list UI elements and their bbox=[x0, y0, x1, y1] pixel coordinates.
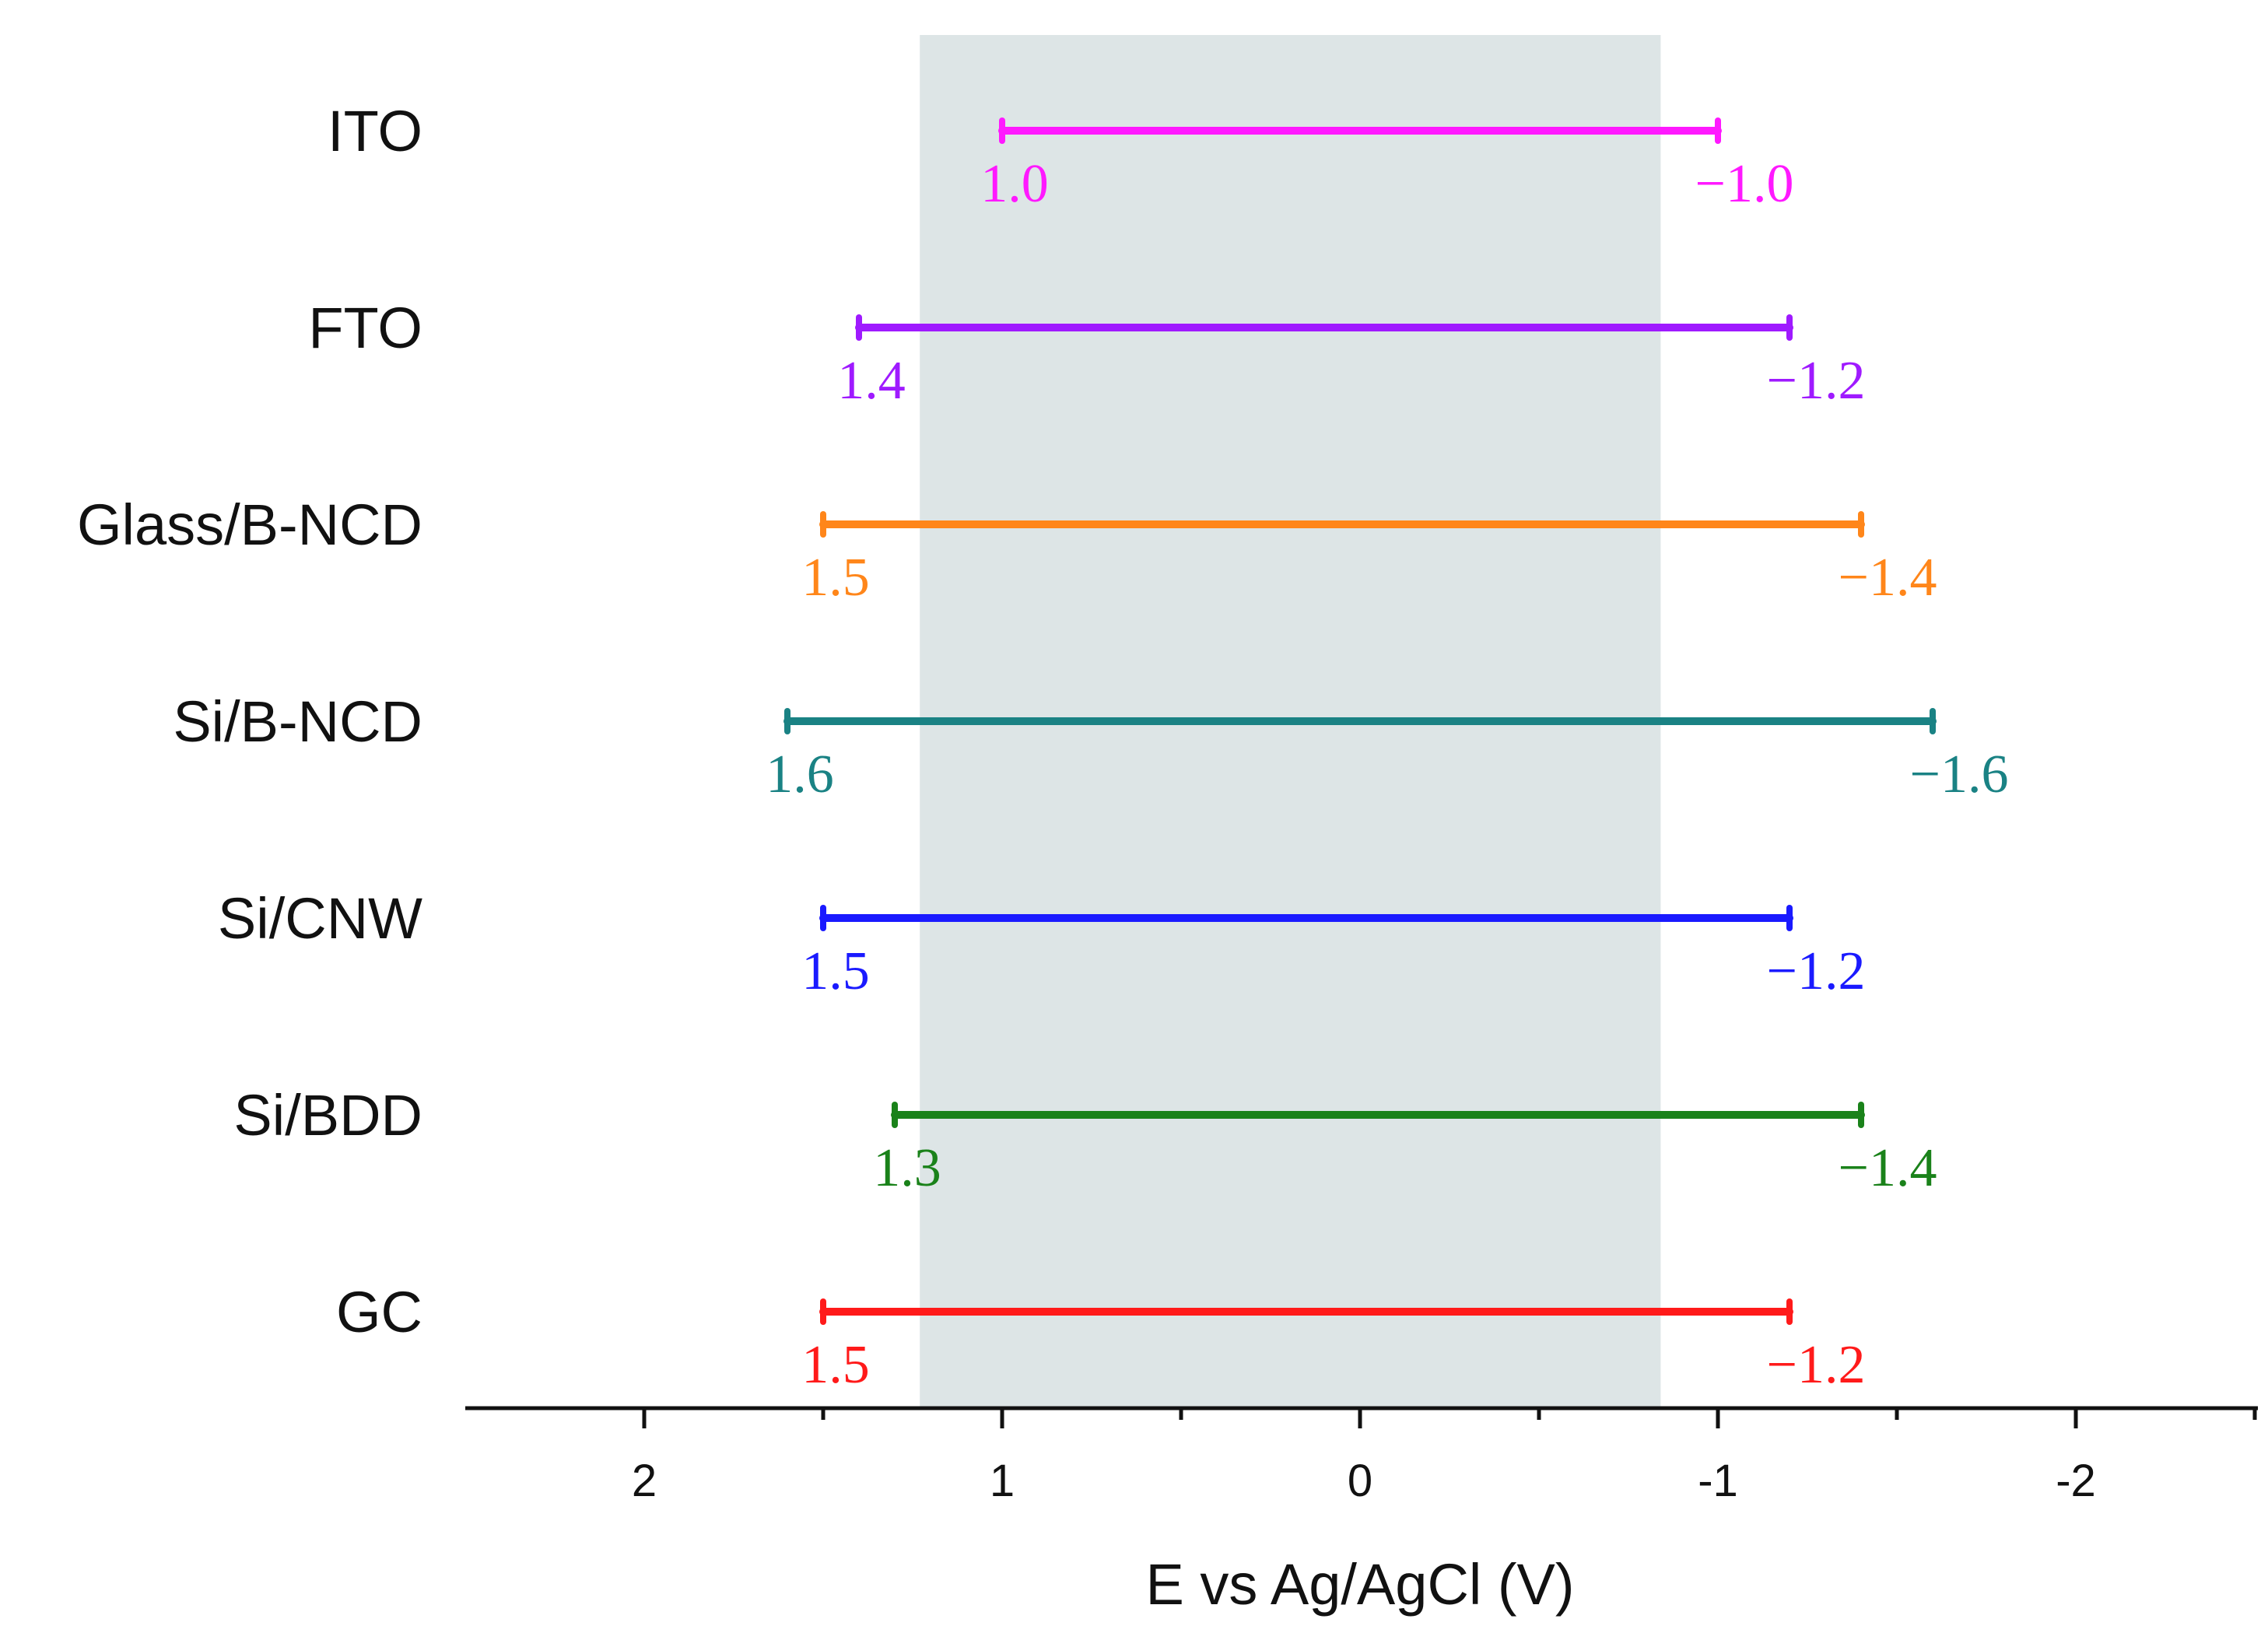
range-row: Si/CNW 1.5 −1.2 bbox=[218, 886, 1866, 1001]
range-row: Si/BDD 1.3 −1.4 bbox=[233, 1083, 1937, 1198]
category-label: Glass/B-NCD bbox=[77, 492, 422, 557]
range-low-label: −1.4 bbox=[1839, 1138, 1937, 1198]
category-label: ITO bbox=[328, 99, 422, 163]
category-label: GC bbox=[336, 1280, 422, 1344]
range-low-label: −1.4 bbox=[1839, 548, 1937, 608]
range-low-label: −1.0 bbox=[1695, 154, 1794, 214]
category-label: Si/CNW bbox=[218, 886, 422, 951]
range-high-label: 1.3 bbox=[873, 1138, 941, 1198]
range-row: FTO 1.4 −1.2 bbox=[308, 296, 1865, 411]
range-row: Glass/B-NCD 1.5 −1.4 bbox=[77, 492, 1937, 608]
tick-label: 0 bbox=[1348, 1456, 1372, 1506]
range-low-label: −1.6 bbox=[1910, 745, 2009, 804]
x-axis: 2 1 0 -1 -2 bbox=[465, 1406, 2258, 1506]
range-low-label: −1.2 bbox=[1767, 941, 1866, 1001]
range-row: GC 1.5 −1.2 bbox=[336, 1280, 1865, 1395]
tick-label: -2 bbox=[2056, 1456, 2096, 1506]
range-low-label: −1.2 bbox=[1767, 1335, 1866, 1395]
x-axis-title: E vs Ag/AgCl (V) bbox=[1145, 1552, 1574, 1617]
range-row: Si/B-NCD 1.6 −1.6 bbox=[173, 689, 2008, 804]
range-low-label: −1.2 bbox=[1767, 351, 1866, 411]
category-label: Si/B-NCD bbox=[173, 689, 422, 754]
category-label: Si/BDD bbox=[233, 1083, 422, 1148]
range-high-label: 1.5 bbox=[801, 1335, 870, 1395]
range-high-label: 1.6 bbox=[766, 745, 834, 804]
tick-label: -1 bbox=[1698, 1456, 1738, 1506]
range-high-label: 1.0 bbox=[980, 154, 1049, 214]
x-axis-ticks: 2 1 0 -1 -2 bbox=[632, 1408, 2257, 1506]
range-high-label: 1.5 bbox=[801, 548, 870, 608]
category-label: FTO bbox=[308, 296, 422, 360]
tick-label: 1 bbox=[990, 1456, 1015, 1506]
range-high-label: 1.5 bbox=[801, 941, 870, 1001]
range-row: ITO 1.0 −1.0 bbox=[328, 99, 1793, 214]
range-high-label: 1.4 bbox=[837, 351, 906, 411]
tick-label: 2 bbox=[632, 1456, 657, 1506]
